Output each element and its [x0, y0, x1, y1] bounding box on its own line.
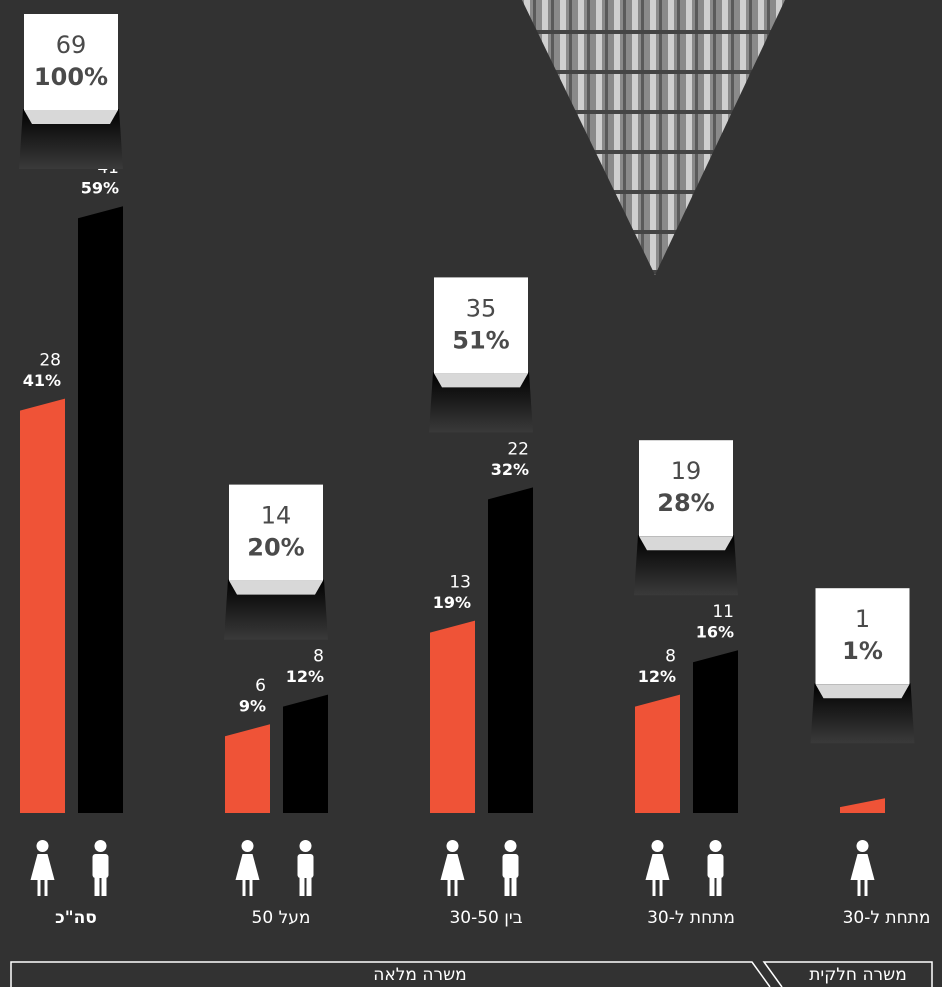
share-label: 19%: [433, 593, 471, 612]
background-photo: [522, 0, 785, 275]
man-icon: [502, 854, 519, 878]
woman-icon: [645, 854, 670, 880]
share-label: 41%: [23, 371, 61, 390]
share-label: 12%: [286, 667, 324, 686]
total-label: 35: [466, 294, 497, 322]
value-label: 13: [449, 573, 471, 593]
total-box-fold: [229, 580, 323, 595]
total-label: 14: [261, 502, 292, 530]
span-bracket: [762, 961, 933, 987]
bar: [20, 398, 65, 813]
woman-icon: [242, 880, 246, 896]
category-label: מתחת ל-30: [647, 908, 735, 928]
man-icon: [101, 876, 107, 896]
total-share-label: 1%: [842, 637, 883, 665]
bar: [635, 694, 680, 813]
bar: [430, 620, 475, 813]
man-icon: [709, 876, 715, 896]
total-box: [24, 14, 118, 110]
total-share-label: 100%: [34, 63, 108, 91]
share-label: 32%: [491, 460, 529, 479]
bar: [840, 798, 885, 813]
value-label: 11: [712, 602, 734, 622]
total-box: [815, 588, 910, 685]
total-box-fold: [24, 110, 118, 124]
total-box: [639, 440, 733, 537]
woman-icon: [652, 880, 656, 896]
man-icon: [299, 840, 312, 852]
total-box-fold: [815, 684, 910, 699]
total-share-label: 28%: [657, 489, 714, 517]
woman-icon: [30, 854, 55, 880]
woman-icon: [850, 854, 875, 880]
woman-icon: [235, 854, 260, 880]
man-icon: [504, 840, 517, 852]
woman-icon: [856, 840, 869, 852]
category-label: מתחת ל-30: [843, 908, 931, 928]
man-icon: [504, 876, 510, 896]
total-share-label: 51%: [452, 326, 509, 354]
bar: [693, 650, 738, 813]
total-share-label: 20%: [247, 534, 304, 562]
woman-icon: [241, 840, 254, 852]
share-label: 9%: [239, 697, 266, 716]
span-label: משרה מלאה: [373, 965, 466, 985]
share-label: 12%: [638, 667, 676, 686]
woman-icon: [857, 880, 861, 896]
total-box-fold: [434, 373, 528, 388]
woman-icon: [36, 840, 49, 852]
category-label: מעל 50: [252, 908, 311, 928]
bar: [488, 487, 533, 813]
woman-icon: [440, 854, 465, 880]
man-icon: [306, 876, 312, 896]
bar: [283, 694, 328, 813]
value-label: 28: [39, 351, 61, 371]
man-icon: [707, 854, 724, 878]
total-box: [434, 277, 528, 374]
man-icon: [716, 876, 722, 896]
woman-icon: [454, 880, 458, 896]
woman-icon: [447, 880, 451, 896]
woman-icon: [659, 880, 663, 896]
total-box-fold: [639, 536, 733, 551]
category-label: בין 30-50: [449, 908, 522, 928]
value-label: 8: [665, 647, 676, 667]
woman-icon: [446, 840, 459, 852]
value-label: 8: [313, 647, 324, 667]
total-label: 1: [855, 605, 870, 633]
man-icon: [92, 854, 109, 878]
man-icon: [709, 840, 722, 852]
man-icon: [511, 876, 517, 896]
woman-icon: [249, 880, 253, 896]
share-label: 59%: [81, 179, 119, 198]
total-label: 19: [671, 457, 702, 485]
total-box: [229, 484, 323, 581]
total-label: 69: [56, 31, 87, 59]
woman-icon: [37, 880, 41, 896]
value-label: 6: [255, 676, 266, 696]
woman-icon: [651, 840, 664, 852]
value-label: 22: [507, 439, 529, 459]
bar: [78, 206, 123, 813]
bar: [225, 724, 270, 813]
span-bracket: [10, 961, 771, 987]
man-icon: [94, 840, 107, 852]
span-label: משרה חלקית: [809, 965, 907, 985]
man-icon: [94, 876, 100, 896]
share-label: 16%: [696, 623, 734, 642]
man-icon: [297, 854, 314, 878]
woman-icon: [864, 880, 868, 896]
man-icon: [299, 876, 305, 896]
woman-icon: [44, 880, 48, 896]
category-label: סה"כ: [55, 908, 97, 928]
